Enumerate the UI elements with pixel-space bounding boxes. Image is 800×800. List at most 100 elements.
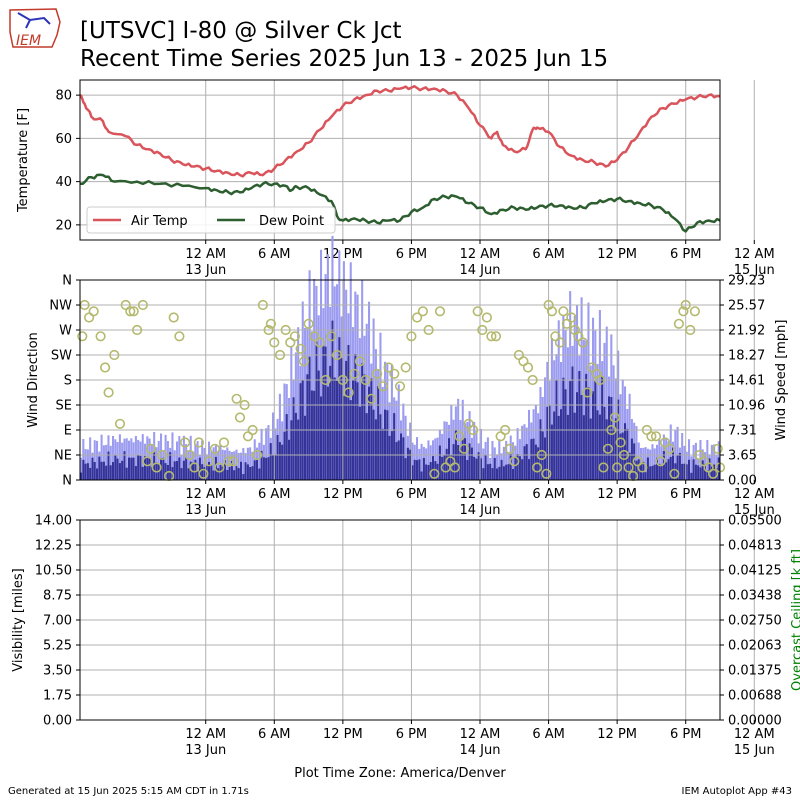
wind-x-tick-label: 12 AM	[734, 487, 775, 502]
iowa-map-icon	[9, 8, 61, 48]
wind-speed-bar	[253, 460, 256, 480]
wind-gust-bar	[482, 448, 485, 480]
wind-speed-bar	[585, 373, 588, 480]
temperature-y-tick-label: 40	[55, 175, 72, 190]
wind-x-tick-label: 12 PM	[323, 487, 363, 502]
temperature-plot-frame	[79, 79, 721, 241]
wind-speed-bar	[134, 466, 137, 480]
wind-speed-bar	[164, 463, 167, 480]
wind-speed-bar	[683, 463, 686, 480]
legend-label-air-temp: Air Temp	[131, 214, 188, 229]
wind-direction-marker	[412, 312, 423, 323]
wind-gust-bar	[93, 440, 96, 480]
wind-speed-bar	[228, 467, 231, 480]
temperature-x-tick-label: 12 PM	[597, 247, 637, 262]
wind-gust-bar	[80, 457, 83, 480]
air-temp-line	[79, 84, 721, 178]
wind-direction-marker	[366, 393, 377, 404]
wind-direction-marker	[223, 456, 234, 467]
visibility-x-tick-label: 12 AM	[734, 727, 775, 742]
wind-direction-marker	[168, 312, 179, 323]
wind-gust-bar	[182, 435, 185, 480]
wind-gust-bar	[112, 436, 115, 480]
wind-speed-bar	[118, 463, 121, 480]
wind-direction-marker	[680, 299, 691, 311]
ceiling-tick-label: 0.02063	[728, 639, 782, 654]
wind-direction-marker	[309, 331, 320, 342]
visibility-tick-label: 8.75	[43, 589, 72, 604]
wind-gust-bar	[105, 444, 108, 480]
wind-speed-bar	[132, 457, 135, 480]
wind-speed-bar	[338, 337, 341, 480]
wind-speed-bar	[571, 366, 574, 480]
wind-gust-bar	[265, 428, 268, 480]
wind-speed-bar	[150, 467, 153, 480]
wind-speed-bar	[420, 471, 423, 480]
wind-gust-bar	[598, 310, 601, 480]
wind-gust-bar	[505, 440, 508, 480]
wind-speed-bar	[477, 452, 480, 480]
wind-direction-marker	[536, 449, 547, 461]
wind-direction-marker	[509, 456, 520, 467]
wind-speed-tick-label: 14.61	[728, 374, 765, 389]
wind-speed-bar	[653, 464, 656, 480]
wind-speed-bar	[539, 419, 542, 480]
wind-direction-marker	[423, 324, 434, 336]
wind-direction-tick-label: W	[59, 324, 72, 339]
wind-gust-bar	[180, 455, 183, 480]
wind-speed-bar	[331, 320, 334, 480]
visibility-x-tick-label: 6 PM	[670, 727, 701, 742]
temperature-x-tick-label: 12 PM	[323, 247, 363, 262]
wind-speed-bar	[379, 414, 382, 480]
wind-speed-bar	[523, 446, 526, 480]
wind-gust-bar	[320, 249, 323, 480]
wind-speed-bar	[265, 457, 268, 480]
wind-gust-bar	[208, 441, 211, 480]
wind-speed-bar	[294, 412, 297, 480]
ceiling-tick-label: 0.02750	[728, 614, 782, 629]
wind-speed-bar	[112, 462, 115, 480]
wind-direction-marker	[383, 362, 394, 373]
wind-direction-marker	[193, 437, 204, 448]
wind-direction-marker	[477, 324, 488, 336]
wind-speed-bar	[139, 455, 142, 480]
wind-direction-marker	[132, 324, 143, 336]
wind-gust-bar	[267, 425, 270, 480]
wind-speed-bar	[656, 457, 659, 480]
wind-gust-bar	[160, 433, 163, 480]
wind-speed-bar	[310, 390, 313, 480]
temperature-x-tick-label: 12 AM	[460, 247, 501, 262]
wind-gust-bar	[566, 347, 569, 480]
wind-speed-bar	[226, 470, 229, 480]
wind-speed-bar	[297, 419, 300, 480]
wind-speed-bar	[326, 386, 329, 480]
wind-gust-bar	[395, 400, 398, 480]
wind-speed-bar	[107, 451, 110, 480]
wind-direction-marker	[157, 449, 168, 461]
wind-speed-bar	[576, 392, 579, 480]
ceiling-tick-label: 0.04813	[728, 539, 782, 554]
wind-speed-bar	[443, 454, 446, 480]
logo-wind-glyph	[17, 12, 51, 29]
wind-direction-marker	[184, 449, 195, 461]
wind-direction-marker	[454, 431, 465, 442]
wind-speed-bar	[697, 465, 700, 480]
wind-gust-bar	[420, 443, 423, 480]
wind-direction-marker	[265, 318, 277, 329]
wind-speed-bar	[603, 406, 606, 480]
wind-speed-bar	[516, 454, 519, 480]
dew-point-line	[79, 173, 721, 233]
wind-gust-bar	[176, 441, 179, 480]
wind-direction-marker	[546, 306, 558, 317]
wind-speed-bar	[194, 459, 197, 480]
wind-x-tick-label: 12 AM	[185, 487, 226, 502]
wind-speed-bar	[242, 474, 245, 480]
wind-speed-bar	[278, 442, 281, 480]
temperature-legend: Air Temp Dew Point	[86, 206, 336, 234]
wind-speed-tick-label: 21.92	[728, 324, 765, 339]
wind-direction-marker	[417, 306, 429, 317]
wind-gust-bar	[628, 393, 631, 480]
wind-speed-bar	[612, 428, 615, 480]
wind-gust-bar	[635, 426, 638, 480]
